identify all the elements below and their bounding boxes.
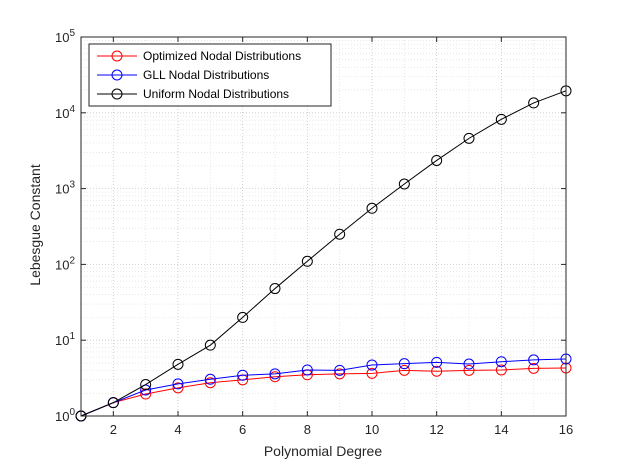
x-tick-label: 2 (110, 422, 117, 437)
series-line (80, 367, 567, 417)
y-tick-label: 105 (55, 28, 75, 45)
y-tick-label: 101 (55, 331, 75, 348)
legend: Optimized Nodal Distributions GLL Nodal D… (88, 43, 332, 107)
y-tick-label: 104 (55, 104, 75, 121)
legend-label: Uniform Nodal Distributions (143, 87, 289, 101)
data-point (334, 368, 346, 380)
data-point (204, 377, 216, 389)
data-point (366, 367, 378, 379)
tick-layer (81, 36, 567, 417)
data-point (528, 362, 540, 374)
legend-label: GLL Nodal Distributions (143, 68, 269, 82)
data-point (366, 202, 378, 214)
x-tick-labels: 2 4 6 8 10 12 14 16 (110, 422, 574, 437)
data-point (495, 364, 507, 376)
data-point (528, 354, 540, 366)
x-tick-label: 10 (365, 422, 379, 437)
data-point (398, 178, 410, 190)
data-point (269, 368, 281, 380)
legend-item: Optimized Nodal Distributions (97, 49, 301, 63)
data-point (269, 283, 281, 295)
x-tick-label: 14 (494, 422, 508, 437)
axes-box (80, 36, 567, 417)
data-point (528, 97, 540, 109)
x-tick-label: 8 (304, 422, 311, 437)
data-point (204, 373, 216, 385)
y-axis-label: Lebesgue Constant (27, 164, 43, 286)
data-point (140, 388, 152, 400)
data-point (495, 356, 507, 368)
series-layer (75, 85, 572, 422)
data-point (431, 365, 443, 377)
x-tick-label: 6 (239, 422, 246, 437)
data-point (237, 311, 249, 323)
y-tick-label: 102 (55, 255, 75, 272)
legend-marker (111, 69, 123, 81)
x-tick-label: 12 (429, 422, 443, 437)
y-tick-label: 103 (55, 180, 75, 197)
x-tick-label: 16 (559, 422, 573, 437)
data-point (366, 359, 378, 371)
data-point (463, 358, 475, 370)
data-point (301, 364, 313, 376)
data-point (204, 339, 216, 351)
data-point (140, 379, 152, 391)
y-tick-label: 100 (55, 407, 75, 424)
data-point (237, 369, 249, 381)
data-point (172, 378, 184, 390)
data-point (172, 382, 184, 394)
data-point (301, 255, 313, 267)
series-line (80, 90, 567, 417)
y-tick-labels: 100 101 102 103 104 105 (55, 28, 75, 424)
legend-marker (111, 50, 123, 62)
x-tick-label: 4 (174, 422, 181, 437)
legend-label: Optimized Nodal Distributions (143, 49, 301, 63)
data-point (463, 364, 475, 376)
series-line (80, 358, 567, 417)
data-point (431, 154, 443, 166)
x-axis-label: Polynomial Degree (264, 443, 382, 459)
data-point (172, 358, 184, 370)
data-point (334, 228, 346, 240)
data-point (269, 371, 281, 383)
legend-marker (111, 88, 123, 100)
legend-item: GLL Nodal Distributions (97, 68, 269, 82)
data-point (107, 397, 119, 409)
legend-item: Uniform Nodal Distributions (97, 87, 289, 101)
data-point (431, 356, 443, 368)
data-point (495, 113, 507, 125)
data-point (334, 364, 346, 376)
data-point (463, 132, 475, 144)
data-point (398, 364, 410, 376)
data-point (398, 358, 410, 370)
